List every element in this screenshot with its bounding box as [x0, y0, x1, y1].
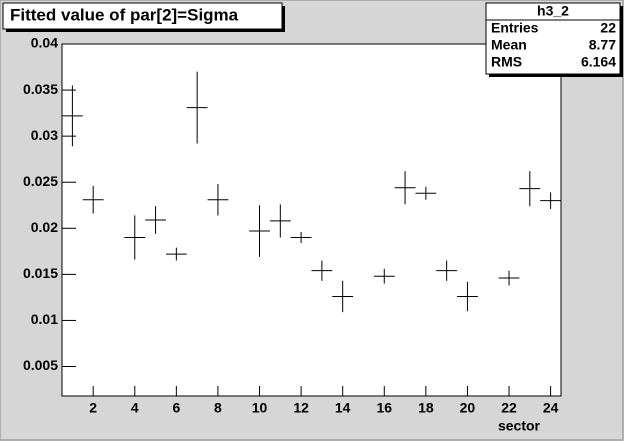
x-tick-label: 24 [543, 400, 559, 416]
stats-label: RMS [491, 54, 522, 70]
stats-value: 22 [600, 20, 616, 36]
x-tick-label: 22 [501, 400, 517, 416]
y-tick-label: 0.035 [23, 81, 58, 97]
plot-frame [61, 43, 562, 397]
y-tick-label: 0.04 [31, 35, 58, 51]
x-tick-label: 8 [214, 400, 222, 416]
y-tick-label: 0.005 [23, 357, 58, 373]
stats-label: Mean [491, 37, 527, 53]
stats-value: 8.77 [589, 37, 616, 53]
chart-title: Fitted value of par[2]=Sigma [10, 5, 239, 24]
stats-box [485, 2, 621, 75]
x-tick-label: 16 [376, 400, 392, 416]
title-box [2, 2, 283, 30]
stats-value: 6.164 [581, 54, 616, 70]
x-tick-label: 6 [172, 400, 180, 416]
x-axis-label: sector [498, 418, 541, 434]
x-tick-label: 14 [335, 400, 351, 416]
y-tick-label: 0.02 [31, 219, 58, 235]
y-tick-label: 0.025 [23, 173, 58, 189]
y-tick-label: 0.015 [23, 265, 58, 281]
x-tick-label: 4 [131, 400, 139, 416]
y-tick-label: 0.03 [31, 127, 58, 143]
y-tick-label: 0.01 [31, 311, 58, 327]
x-tick-label: 18 [418, 400, 434, 416]
stats-label: Entries [491, 20, 539, 36]
x-tick-label: 12 [293, 400, 309, 416]
x-tick-label: 10 [252, 400, 268, 416]
x-tick-label: 20 [460, 400, 476, 416]
stats-title: h3_2 [537, 3, 569, 19]
x-tick-label: 2 [89, 400, 97, 416]
